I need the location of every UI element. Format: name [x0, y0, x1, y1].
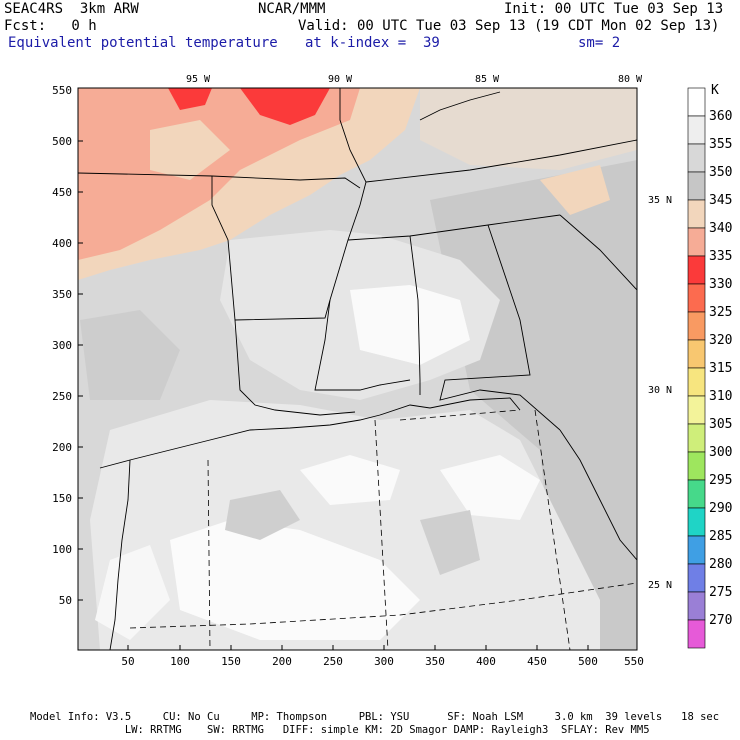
colorbar: 360 355 350 345 340 335 330 325 320 315 310 305 300 2…	[687, 87, 732, 649]
colorbar-swatch	[687, 115, 706, 145]
lon-label: 85 W	[475, 74, 500, 85]
colorbar-label: 300	[709, 445, 732, 460]
x-tick-label: 550	[624, 655, 644, 668]
colorbar-swatch	[687, 395, 706, 425]
colorbar-label: 285	[709, 529, 732, 544]
colorbar-swatch	[687, 339, 706, 369]
colorbar-label: 290	[709, 501, 732, 516]
colorbar-swatch	[687, 563, 706, 593]
x-tick-label: 400	[476, 655, 496, 668]
model-info-line1: Model Info: V3.5 CU: No Cu MP: Thompson …	[30, 711, 720, 723]
x-tick-label: 350	[425, 655, 445, 668]
x-tick-label: 250	[323, 655, 343, 668]
colorbar-swatch	[687, 367, 706, 397]
x-tick-label: 50	[121, 655, 134, 668]
level-label: at k-index = 39	[305, 35, 440, 51]
x-tick-label: 300	[374, 655, 394, 668]
project-title: SEAC4RS 3km ARW	[4, 1, 139, 17]
x-tick-label: 100	[170, 655, 190, 668]
colorbar-swatch	[687, 199, 706, 229]
map-frame	[77, 87, 638, 651]
axis-ticks	[78, 140, 589, 650]
boundaries	[78, 88, 637, 650]
colorbar-swatch	[687, 591, 706, 621]
colorbar-label: 360	[709, 109, 732, 124]
y-tick-label: 200	[52, 441, 72, 454]
x-tick-label: 200	[272, 655, 292, 668]
lat-label: 25 N	[648, 580, 672, 591]
y-tick-label: 400	[52, 237, 72, 250]
colorbar-label: 315	[709, 361, 732, 376]
colorbar-swatch	[687, 479, 706, 509]
y-tick-label: 300	[52, 339, 72, 352]
lon-label: 95 W	[186, 74, 211, 85]
colorbar-label: 320	[709, 333, 732, 348]
colorbar-swatch	[687, 535, 706, 565]
y-tick-label: 150	[52, 492, 72, 505]
x-tick-label: 150	[221, 655, 241, 668]
grid-lines	[129, 409, 637, 650]
colorbar-swatch	[687, 423, 706, 453]
colorbar-label: 335	[709, 249, 732, 264]
y-tick-label: 250	[52, 390, 72, 403]
theta-e-field	[78, 88, 637, 650]
colorbar-label: 330	[709, 277, 732, 292]
colorbar-label: 325	[709, 305, 732, 320]
lon-label: 80 W	[618, 74, 643, 85]
y-tick-label: 350	[52, 288, 72, 301]
x-tick-label: 500	[578, 655, 598, 668]
colorbar-label: 350	[709, 165, 732, 180]
y-tick-label: 50	[59, 594, 72, 607]
model-info-line2: LW: RRTMG SW: RRTMG DIFF: simple KM: 2D …	[30, 724, 650, 736]
field-name: Equivalent potential temperature	[8, 35, 278, 51]
colorbar-label: 305	[709, 417, 732, 432]
smoothing-label: sm= 2	[578, 35, 621, 51]
lat-label: 35 N	[648, 195, 672, 206]
colorbar-swatch	[687, 143, 706, 173]
y-tick-label: 550	[52, 84, 72, 97]
colorbar-swatch	[687, 451, 706, 481]
y-tick-label: 450	[52, 186, 72, 199]
colorbar-swatch	[687, 619, 706, 649]
colorbar-label: 270	[709, 613, 732, 628]
colorbar-label: 280	[709, 557, 732, 572]
colorbar-swatch	[687, 311, 706, 341]
colorbar-swatch	[687, 87, 706, 117]
x-tick-label: 450	[527, 655, 547, 668]
colorbar-swatch	[687, 227, 706, 257]
colorbar-swatch	[687, 171, 706, 201]
colorbar-unit: K	[711, 83, 719, 98]
forecast-hour: Fcst: 0 h	[4, 18, 97, 34]
init-time: Init: 00 UTC Tue 03 Sep 13	[504, 1, 724, 17]
colorbar-label: 355	[709, 137, 732, 152]
colorbar-label: 310	[709, 389, 732, 404]
colorbar-swatch	[687, 507, 706, 537]
colorbar-label: 275	[709, 585, 732, 600]
colorbar-swatch	[687, 283, 706, 313]
y-tick-label: 100	[52, 543, 72, 556]
y-tick-label: 500	[52, 135, 72, 148]
center-label: NCAR/MMM	[258, 1, 326, 17]
lat-label: 30 N	[648, 385, 672, 396]
valid-time: Valid: 00 UTC Tue 03 Sep 13 (19 CDT Mon …	[298, 18, 720, 34]
colorbar-label: 295	[709, 473, 732, 488]
colorbar-swatch	[687, 255, 706, 285]
lon-label: 90 W	[328, 74, 353, 85]
colorbar-label: 340	[709, 221, 732, 236]
colorbar-label: 345	[709, 193, 732, 208]
